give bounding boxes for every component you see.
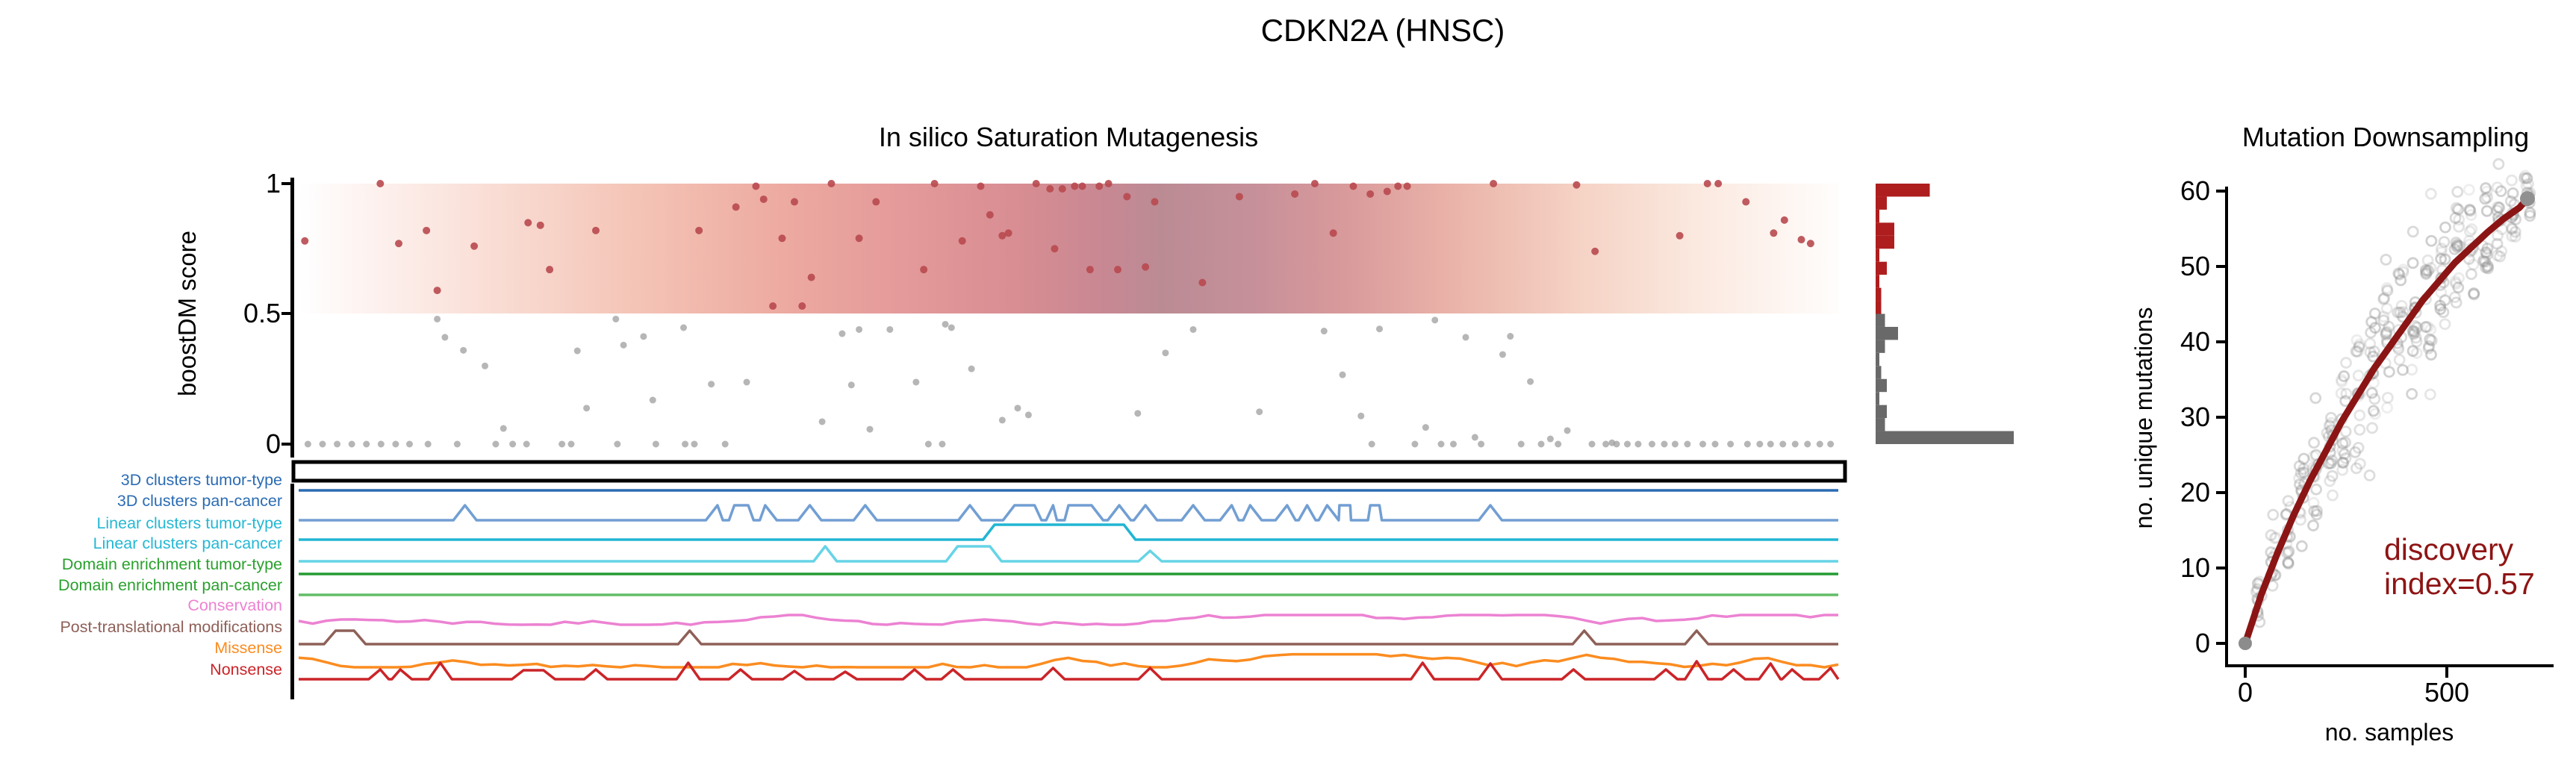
- track-label: 3D clusters pan-cancer: [116, 492, 282, 510]
- track-label: Domain enrichment tumor-type: [61, 555, 282, 573]
- track-label: Domain enrichment pan-cancer: [58, 576, 282, 594]
- md-xtick-0: 0: [2237, 677, 2253, 708]
- md-ytick: 60: [2180, 175, 2210, 206]
- driver-gradient-band: [299, 184, 1838, 313]
- saturation-axis: [281, 178, 294, 458]
- sat-ytick-05: 0.5: [243, 298, 281, 328]
- track-label: 3D clusters tumor-type: [120, 471, 282, 489]
- saturation-title: In silico Saturation Mutagenesis: [878, 122, 1259, 152]
- track-label: Linear clusters tumor-type: [96, 514, 282, 532]
- md-ytick: 50: [2180, 251, 2210, 281]
- discovery-annotation-line2: index=0.57: [2384, 567, 2535, 601]
- track-label: Post-translational modifications: [60, 618, 282, 636]
- md-ytick: 40: [2180, 326, 2210, 357]
- md-ytick: 10: [2180, 552, 2210, 583]
- sat-ytick-1: 1: [265, 168, 281, 199]
- track-label: Linear clusters pan-cancer: [93, 534, 282, 552]
- track-label: Missense: [214, 639, 282, 657]
- downsampling-plot: [2216, 157, 2554, 678]
- mutation-scatter-dots: [301, 180, 1835, 448]
- sat-ylabel: boostDM score: [173, 231, 201, 396]
- md-xtick-500: 500: [2424, 677, 2470, 708]
- figure-title: CDKN2A (HNSC): [1260, 13, 1505, 48]
- track-label: Conservation: [187, 596, 282, 614]
- md-ytick: 0: [2194, 628, 2210, 658]
- md-ytick: 30: [2180, 402, 2210, 432]
- md-ytick: 20: [2180, 477, 2210, 508]
- feature-tracks: [298, 489, 1840, 681]
- downsampling-title: Mutation Downsampling: [2241, 122, 2530, 152]
- sat-ytick-0: 0: [265, 428, 281, 459]
- score-histogram: [1876, 184, 2014, 444]
- protein-body-box: [290, 460, 1847, 699]
- md-xlabel: no. samples: [2324, 719, 2454, 746]
- track-label: Nonsense: [210, 661, 282, 678]
- discovery-annotation-line1: discovery: [2384, 532, 2514, 567]
